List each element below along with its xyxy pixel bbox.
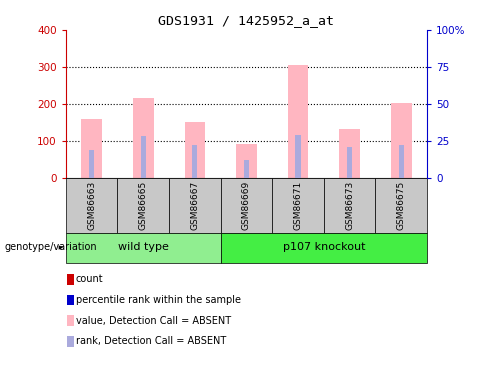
Text: GSM86667: GSM86667 [190,180,200,230]
Bar [67,315,74,326]
Text: count: count [76,274,103,284]
FancyBboxPatch shape [118,178,169,232]
Text: GSM86675: GSM86675 [397,180,406,230]
Bar [81,118,102,178]
Text: GSM86671: GSM86671 [293,180,303,230]
Bar [67,336,74,346]
FancyBboxPatch shape [324,178,375,232]
FancyBboxPatch shape [272,178,324,232]
FancyBboxPatch shape [221,232,427,262]
Bar [89,150,94,178]
FancyBboxPatch shape [66,232,221,262]
Text: GSM86673: GSM86673 [345,180,354,230]
Text: GSM86665: GSM86665 [139,180,148,230]
FancyBboxPatch shape [66,178,118,232]
Bar [399,145,404,178]
FancyBboxPatch shape [375,178,427,232]
Bar [67,274,74,285]
Text: GSM86669: GSM86669 [242,180,251,230]
Bar [236,144,257,178]
Bar [347,147,352,178]
Bar [244,160,249,178]
Text: genotype/variation: genotype/variation [5,243,98,252]
Text: GSM86663: GSM86663 [87,180,96,230]
Text: percentile rank within the sample: percentile rank within the sample [76,295,241,305]
Bar [339,129,360,178]
Bar [295,135,301,178]
Text: value, Detection Call = ABSENT: value, Detection Call = ABSENT [76,316,231,326]
Text: p107 knockout: p107 knockout [283,243,365,252]
Bar [391,103,411,178]
Text: rank, Detection Call = ABSENT: rank, Detection Call = ABSENT [76,336,226,346]
Bar [184,122,205,178]
Bar [288,65,308,178]
Title: GDS1931 / 1425952_a_at: GDS1931 / 1425952_a_at [159,15,334,27]
Bar [67,295,74,305]
FancyBboxPatch shape [221,178,272,232]
Bar [133,98,154,178]
Bar [192,145,198,178]
Bar [141,136,146,178]
FancyBboxPatch shape [169,178,221,232]
Text: wild type: wild type [118,243,169,252]
